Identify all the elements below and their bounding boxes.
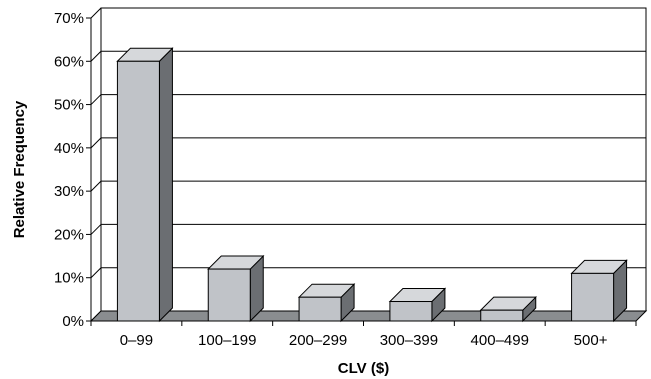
x-tick-label: 100–199	[198, 332, 256, 349]
x-tick-label: 400–499	[471, 332, 529, 349]
floor	[89, 310, 648, 322]
y-tick-label: 60%	[54, 53, 84, 70]
x-tick-label: 300–399	[380, 332, 438, 349]
y-tick-label: 0%	[62, 313, 84, 330]
x-tick-label: 0–99	[120, 332, 153, 349]
gridlines	[90, 7, 647, 322]
back-wall	[100, 7, 647, 312]
y-tick-label: 10%	[54, 270, 84, 287]
y-tick-label: 70%	[54, 10, 84, 27]
bar	[389, 301, 433, 322]
gridline-depth	[90, 94, 102, 105]
gridline-depth	[90, 267, 102, 279]
y-tick-label: 50%	[54, 97, 84, 114]
x-axis-title: CLV ($)	[338, 360, 389, 377]
gridline-depth	[90, 224, 102, 235]
labels: 0% 10% 20% 30% 40% 50% 60% 70% 0–99 100–199 200–29…	[54, 10, 608, 349]
bar	[298, 296, 342, 322]
x-tick-label: 200–299	[289, 332, 347, 349]
bar	[571, 272, 615, 322]
y-tick-label: 40%	[54, 140, 84, 157]
bar	[207, 268, 251, 322]
y-tick-label: 30%	[54, 183, 84, 200]
y-axis-title: Relative Frequency	[11, 100, 28, 238]
bars	[116, 47, 628, 323]
bar	[116, 60, 160, 322]
gridline-depth	[90, 180, 102, 192]
x-tick-label: 500+	[574, 332, 608, 349]
y-tick-label: 20%	[54, 226, 84, 243]
gridline-depth	[90, 7, 102, 19]
gridline-depth	[90, 50, 102, 62]
bar	[480, 309, 524, 322]
bar-side	[158, 47, 173, 323]
gridline-depth	[90, 137, 102, 149]
